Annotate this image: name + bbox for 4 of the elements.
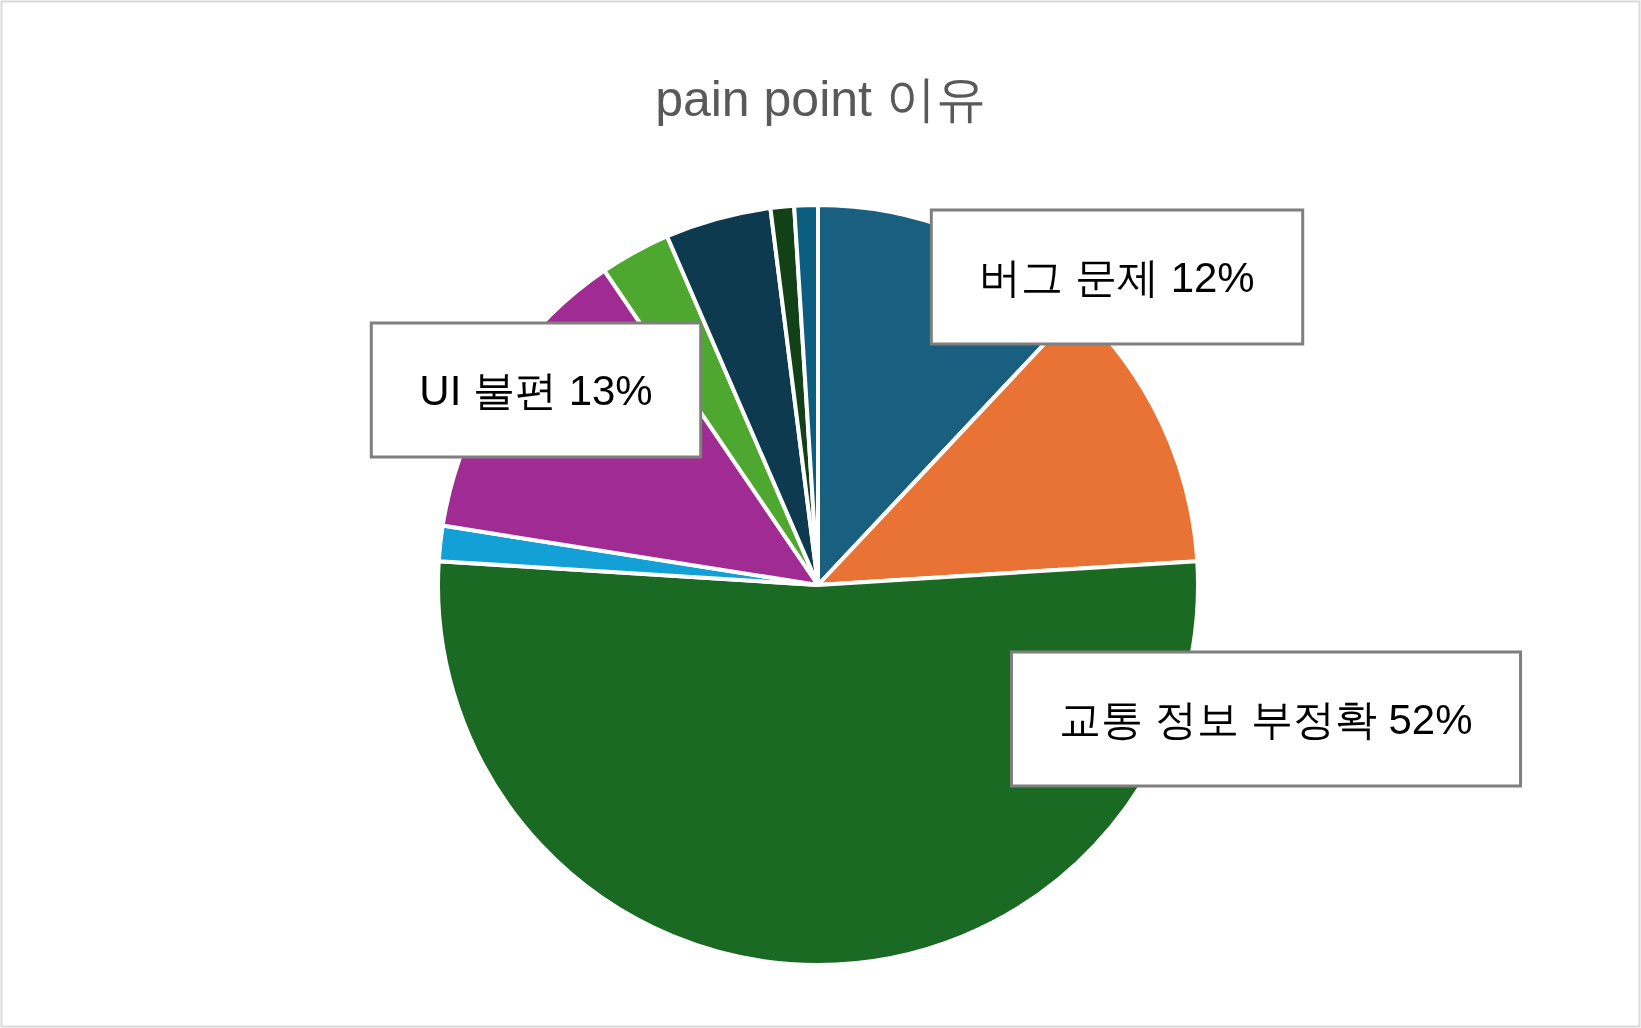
slice-label: 교통 정보 부정확 52%: [1059, 695, 1473, 743]
slice-label: 버그 문제 12%: [979, 253, 1255, 301]
slice-label: UI 불편 13%: [419, 366, 653, 414]
chart-title: pain point 이유: [655, 71, 986, 127]
